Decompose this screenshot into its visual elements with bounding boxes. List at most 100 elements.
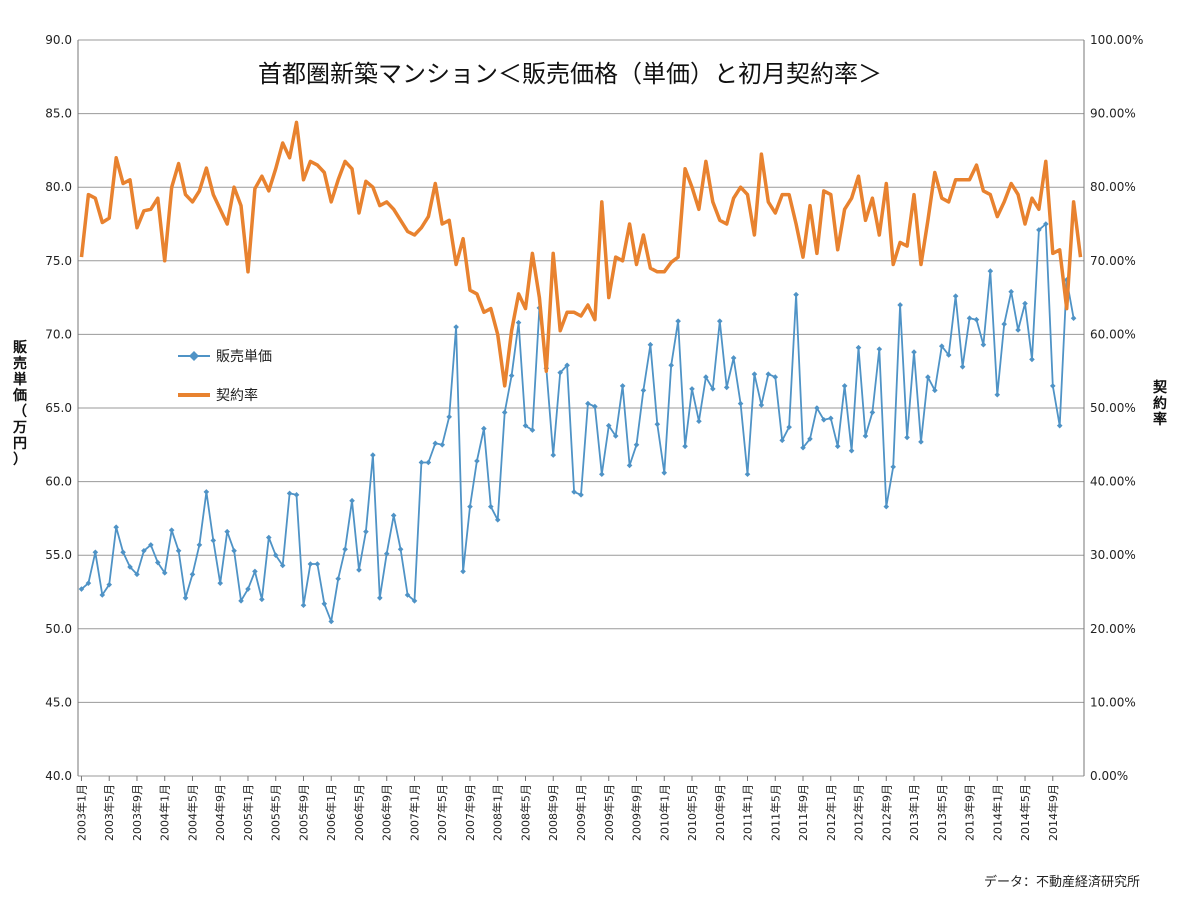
y-right-tick-label: 80.00% xyxy=(1090,180,1136,194)
data-point xyxy=(841,383,848,389)
data-point xyxy=(737,400,744,407)
right-axis-ticks: 0.00% 10.00% 20.00% 30.00% 40.00% 50.00% 60.00… xyxy=(1090,33,1143,783)
data-point xyxy=(800,444,806,451)
data-point xyxy=(599,471,605,478)
data-point xyxy=(862,433,869,439)
gridlines xyxy=(77,39,1085,781)
data-point xyxy=(716,318,723,324)
y-right-tick-label: 10.00% xyxy=(1090,695,1136,709)
x-tick-label: 2004年9月 xyxy=(213,784,227,841)
x-tick-label: 2007年1月 xyxy=(407,784,421,841)
data-point xyxy=(550,452,557,458)
x-tick-label: 2007年5月 xyxy=(435,784,449,841)
data-point xyxy=(661,469,668,476)
data-point xyxy=(1070,315,1077,322)
y-right-tick-label: 90.00% xyxy=(1090,107,1136,121)
data-point xyxy=(938,343,945,349)
left-axis-ticks: 40.0 45.0 50.0 55.0 60.0 65.0 70.0 75.0 80.0 85.0… xyxy=(45,33,72,783)
data-point xyxy=(501,409,508,416)
x-tick-label: 2006年9月 xyxy=(380,784,394,841)
data-point xyxy=(474,458,480,464)
data-point xyxy=(883,503,890,510)
data-point xyxy=(488,503,494,510)
x-tick-label: 2003年9月 xyxy=(130,784,144,841)
data-point xyxy=(127,564,133,570)
data-point xyxy=(99,592,106,598)
data-point xyxy=(682,443,688,450)
data-point xyxy=(286,490,293,497)
x-tick-label: 2010年1月 xyxy=(657,784,671,841)
data-point xyxy=(932,387,938,394)
source-note: データ：不動産経済研究所 xyxy=(984,874,1140,890)
data-point xyxy=(175,547,182,554)
data-point xyxy=(807,436,813,442)
x-tick-label: 2003年1月 xyxy=(74,784,88,841)
data-point xyxy=(869,409,876,416)
x-tick-label: 2010年9月 xyxy=(713,784,727,841)
x-tick-label: 2012年9月 xyxy=(879,784,893,841)
y-right-tick-label: 70.00% xyxy=(1090,254,1136,268)
x-tick-label: 2009年9月 xyxy=(630,784,644,841)
data-point xyxy=(834,443,841,450)
data-point xyxy=(328,618,335,625)
data-point xyxy=(925,374,931,380)
data-point xyxy=(710,386,716,392)
x-tick-label: 2012年5月 xyxy=(852,784,866,841)
data-point xyxy=(432,440,439,447)
x-tick-label: 2014年9月 xyxy=(1046,784,1060,841)
data-point xyxy=(85,580,92,586)
data-point xyxy=(689,386,695,392)
data-point xyxy=(203,489,210,495)
data-point xyxy=(154,559,161,566)
data-point xyxy=(141,547,147,554)
y-right-tick-label: 30.00% xyxy=(1090,548,1136,562)
x-tick-label: 2012年1月 xyxy=(824,784,838,841)
data-point xyxy=(231,547,237,554)
data-point xyxy=(300,602,307,609)
legend-item-rate: 契約率 xyxy=(178,387,258,404)
x-tick-label: 2008年9月 xyxy=(546,784,560,841)
x-tick-label: 2005年9月 xyxy=(296,784,310,841)
chart-title: 首都圏新築マンション＜販売価格（単価）と初月契約率＞ xyxy=(258,60,882,88)
data-point xyxy=(1056,422,1063,429)
data-point xyxy=(557,369,563,376)
data-point xyxy=(918,439,924,445)
x-tick-label: 2007年9月 xyxy=(463,784,477,841)
data-point xyxy=(515,319,522,326)
x-tick-label: 2009年5月 xyxy=(602,784,616,841)
x-tick-label: 2013年1月 xyxy=(907,784,921,841)
data-point xyxy=(1043,221,1049,227)
data-point xyxy=(404,592,411,598)
data-point xyxy=(113,524,119,531)
y-left-tick-label: 70.0 xyxy=(45,327,72,341)
data-point xyxy=(980,341,987,348)
data-point xyxy=(703,374,709,380)
data-point xyxy=(640,387,647,394)
data-point xyxy=(605,422,612,429)
x-tick-label: 2009年1月 xyxy=(574,784,588,841)
data-point xyxy=(751,371,758,377)
data-point xyxy=(626,462,633,469)
x-tick-label: 2004年5月 xyxy=(185,784,199,841)
data-point xyxy=(439,442,446,448)
data-point xyxy=(481,425,487,432)
data-point xyxy=(446,414,452,420)
data-point xyxy=(730,355,737,361)
legend: 販売単価 契約率 xyxy=(178,349,272,404)
data-point xyxy=(272,552,279,558)
legend-marker-price xyxy=(189,351,199,361)
y-left-tick-label: 50.0 xyxy=(45,622,72,636)
x-tick-label: 2008年5月 xyxy=(518,784,532,841)
data-point xyxy=(120,549,126,556)
y-left-tick-label: 85.0 xyxy=(45,107,72,121)
data-point xyxy=(848,447,855,454)
data-point xyxy=(723,384,730,391)
y-left-tick-label: 60.0 xyxy=(45,475,72,489)
data-point xyxy=(522,422,529,429)
data-point xyxy=(182,595,189,601)
data-point xyxy=(959,363,966,370)
data-point xyxy=(966,315,973,322)
data-point xyxy=(994,391,1001,398)
legend-item-price: 販売単価 xyxy=(178,349,272,365)
data-point xyxy=(494,517,501,523)
